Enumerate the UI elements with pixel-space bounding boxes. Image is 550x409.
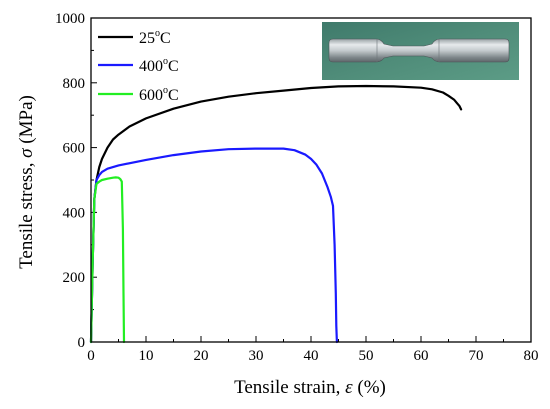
x-tick-label-70: 70 bbox=[469, 348, 484, 364]
legend-label-25c-tail: C bbox=[160, 30, 171, 47]
legend-item-400c: 400oC bbox=[98, 56, 179, 75]
x-tick-label-40: 40 bbox=[304, 348, 319, 364]
legend-label-600c-tail: C bbox=[168, 87, 179, 104]
x-axis-label: Tensile strain, ε (%) bbox=[234, 377, 386, 398]
series-400c-line bbox=[89, 147, 338, 344]
x-tick-label-10: 10 bbox=[139, 348, 154, 364]
legend-label-400c-main: 400 bbox=[139, 58, 163, 75]
series-25c-line bbox=[89, 84, 463, 344]
x-tick-label-50: 50 bbox=[359, 348, 374, 364]
legend-label-25c-sup: o bbox=[155, 28, 160, 39]
y-tick-label-200: 200 bbox=[63, 270, 86, 286]
legend-label-25c-main: 25 bbox=[139, 30, 155, 47]
y-axis-label-symbol: σ bbox=[16, 148, 37, 158]
tensile-specimen-photo bbox=[322, 22, 519, 80]
x-tick-label-20: 20 bbox=[194, 348, 209, 364]
x-axis-label-symbol: ε bbox=[345, 377, 353, 398]
x-tick-label-80: 80 bbox=[524, 348, 539, 364]
series-600c-line bbox=[89, 176, 126, 344]
y-tick-label-800: 800 bbox=[63, 76, 86, 92]
legend: 25oC 400oC 600oC bbox=[98, 28, 179, 104]
legend-label-400c: 400oC bbox=[139, 56, 179, 75]
legend-label-600c-sup: o bbox=[163, 85, 168, 96]
y-tick-label-400: 400 bbox=[63, 205, 86, 221]
y-tick-label-1000: 1000 bbox=[55, 11, 85, 27]
plot-frame bbox=[90, 17, 532, 343]
legend-label-600c: 600oC bbox=[139, 85, 179, 104]
legend-label-400c-sup: o bbox=[163, 56, 168, 67]
y-axis-label-unit: (MPa) bbox=[16, 95, 37, 148]
series-layer bbox=[89, 84, 463, 344]
x-axis-label-text: Tensile strain, bbox=[234, 377, 345, 398]
y-tick-label-0: 0 bbox=[78, 335, 86, 351]
legend-label-400c-tail: C bbox=[168, 58, 179, 75]
legend-label-25c: 25oC bbox=[139, 28, 171, 47]
y-tick-label-600: 600 bbox=[63, 141, 86, 157]
y-axis-label: Tensile stress, σ (MPa) bbox=[16, 95, 37, 269]
legend-label-600c-main: 600 bbox=[139, 87, 163, 104]
x-tick-label-0: 0 bbox=[87, 348, 95, 364]
x-axis-label-unit: (%) bbox=[353, 377, 386, 398]
x-tick-label-30: 30 bbox=[249, 348, 264, 364]
y-axis-label-text: Tensile stress, bbox=[16, 158, 37, 269]
x-tick-label-60: 60 bbox=[414, 348, 429, 364]
legend-item-25c: 25oC bbox=[98, 28, 171, 47]
legend-item-600c: 600oC bbox=[98, 85, 179, 104]
